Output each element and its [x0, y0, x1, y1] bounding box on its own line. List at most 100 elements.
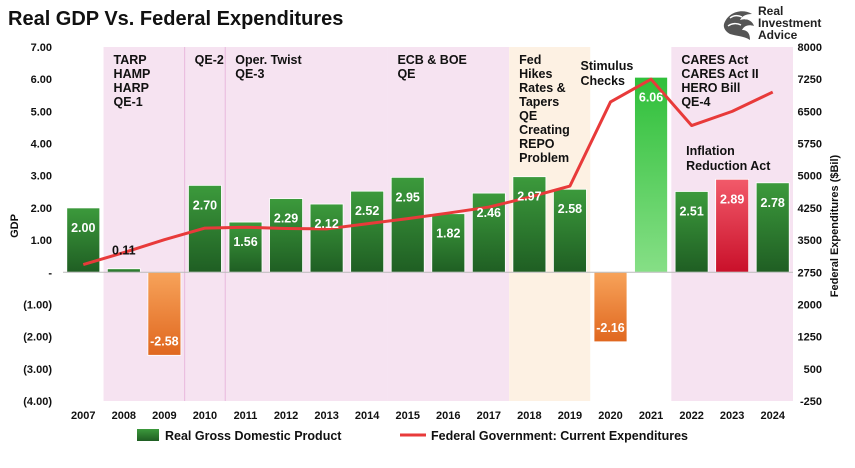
- right-tick-label: 1250: [798, 332, 822, 344]
- shade-label-1: QE-2: [195, 53, 224, 67]
- expenditures-series-line: [82, 77, 774, 266]
- data-label-2007: 2.00: [71, 221, 95, 235]
- shade-label-line: HERO Bill: [681, 81, 740, 95]
- x-tick-2011: 2011: [234, 410, 258, 422]
- shade-label-4: Fed Hikes Rates & Tapers QE Creating REPO Probl…: [519, 53, 570, 165]
- x-tick-2015: 2015: [395, 410, 419, 422]
- left-tick-label: (4.00): [23, 396, 52, 408]
- logo-line-3: Advice: [758, 28, 798, 42]
- shade-label-line: QE-2: [195, 53, 224, 67]
- gdp-bar-2011: [228, 221, 263, 273]
- annotation-1: Inflation Reduction Act: [686, 144, 771, 173]
- x-tick-2021: 2021: [639, 410, 663, 422]
- chart-title: Real GDP Vs. Federal Expenditures: [8, 8, 343, 30]
- eagle-head-icon: [723, 11, 754, 41]
- left-tick-label: 6.00: [31, 74, 52, 86]
- right-tick-label: 500: [804, 364, 822, 376]
- gdp-bar-2021: [634, 76, 668, 273]
- left-tick-label: 2.00: [31, 203, 52, 215]
- data-label-2022: 2.51: [679, 204, 703, 218]
- shade-label-line: HAMP: [114, 67, 151, 81]
- x-tick-2020: 2020: [598, 410, 622, 422]
- shade-label-line: QE-3: [235, 67, 264, 81]
- x-tick-2013: 2013: [314, 410, 338, 422]
- x-tick-2007: 2007: [71, 410, 95, 422]
- data-label-2011: 1.56: [233, 235, 257, 249]
- x-tick-2008: 2008: [112, 410, 136, 422]
- right-tick-label: 5750: [798, 139, 822, 151]
- shade-label-line: Rates &: [519, 81, 566, 95]
- shade-label-line: Hikes: [519, 67, 552, 81]
- data-label-2018: 2.97: [517, 190, 541, 204]
- x-axis-ticks: 2007 2008 2009 2010 2011 2012 2013 2014 2015 2016…: [71, 410, 786, 422]
- data-label-2023: 2.89: [720, 192, 744, 206]
- data-label-2019: 2.58: [558, 202, 582, 216]
- data-label-2013: 2.12: [314, 217, 338, 231]
- x-tick-2024: 2024: [760, 410, 785, 422]
- annotation-line: Inflation: [686, 144, 735, 158]
- shade-label-line: Problem: [519, 151, 569, 165]
- annotation-0: Stimulus Checks: [581, 59, 634, 88]
- logo-line-1: Real: [758, 4, 783, 18]
- x-tick-2023: 2023: [720, 410, 744, 422]
- data-label-2020: -2.16: [596, 321, 625, 335]
- data-label-2024: 2.78: [761, 196, 785, 210]
- right-tick-label: 6500: [798, 106, 822, 118]
- shade-label-line: Fed: [519, 53, 541, 67]
- data-label-2008: 0.11: [112, 244, 136, 258]
- data-label-2009: -2.58: [150, 334, 179, 348]
- left-tick-label: (3.00): [23, 364, 52, 376]
- shade-label-line: QE: [397, 67, 415, 81]
- data-label-2015: 2.95: [396, 190, 420, 204]
- shade-label-2: Oper. Twist QE-3: [235, 53, 302, 81]
- expenditures-line: [82, 77, 774, 266]
- right-tick-label: 2000: [798, 299, 822, 311]
- logo-line-2: Investment: [758, 16, 821, 30]
- left-tick-label: 7.00: [31, 42, 52, 54]
- left-tick-label: (1.00): [23, 299, 52, 311]
- annotation-line: Stimulus: [581, 59, 634, 73]
- shade-label-line: CARES Act: [681, 53, 749, 67]
- y-axis-label: GDP: [9, 214, 21, 238]
- gdp-bars: [66, 76, 790, 356]
- gdp-bar-2014: [350, 190, 385, 273]
- left-tick-label: 5.00: [31, 106, 52, 118]
- x-tick-2014: 2014: [355, 410, 380, 422]
- annotation-line: Reduction Act: [686, 159, 771, 173]
- shade-label-line: CARES Act II: [681, 67, 758, 81]
- right-axis-ticks: 8000 7250 6500 5750 5000 4250 3500 2750 2000 1250…: [798, 42, 822, 408]
- x-tick-2022: 2022: [679, 410, 703, 422]
- gdp-bar-2020: [593, 271, 628, 343]
- data-label-2017: 2.46: [477, 206, 501, 220]
- shade-label-line: Tapers: [519, 95, 559, 109]
- data-label-2010: 2.70: [193, 198, 217, 212]
- x-tick-2019: 2019: [558, 410, 582, 422]
- shade-label-line: TARP: [114, 53, 147, 67]
- shade-label-line: REPO: [519, 137, 555, 151]
- gdp-bar-2023: [715, 178, 750, 273]
- gdp-bar-2008: [106, 268, 141, 273]
- x-tick-2012: 2012: [274, 410, 298, 422]
- shade-label-5: CARES Act CARES Act II HERO Bill QE-4: [681, 53, 758, 109]
- right-tick-label: 3500: [798, 235, 822, 247]
- left-tick-label: 4.00: [31, 139, 52, 151]
- logo: Real Investment Advice: [723, 4, 821, 42]
- right-tick-label: 8000: [798, 42, 822, 54]
- legend: Real Gross Domestic Product Federal Gove…: [137, 429, 688, 443]
- right-tick-label: 4250: [798, 203, 822, 215]
- gdp-bar-2022: [674, 191, 709, 273]
- right-tick-label: -250: [800, 396, 822, 408]
- data-label-2014: 2.52: [355, 204, 379, 218]
- gdp-bar-2015: [390, 176, 425, 273]
- shade-label-line: Creating: [519, 123, 570, 137]
- gdp-bar-2009: [147, 271, 182, 356]
- gdp-bar-2013: [309, 203, 344, 273]
- x-tick-2016: 2016: [436, 410, 460, 422]
- x-tick-2018: 2018: [517, 410, 541, 422]
- left-tick-label: 1.00: [31, 235, 52, 247]
- annotations: TARP HAMP HARP QE-1 QE-2 Oper. Twist QE-3 ECB &…: [114, 53, 772, 173]
- shade-label-3: ECB & BOE QE: [397, 53, 466, 81]
- legend-label-gdp: Real Gross Domestic Product: [165, 429, 342, 443]
- left-tick-label: -: [48, 267, 52, 279]
